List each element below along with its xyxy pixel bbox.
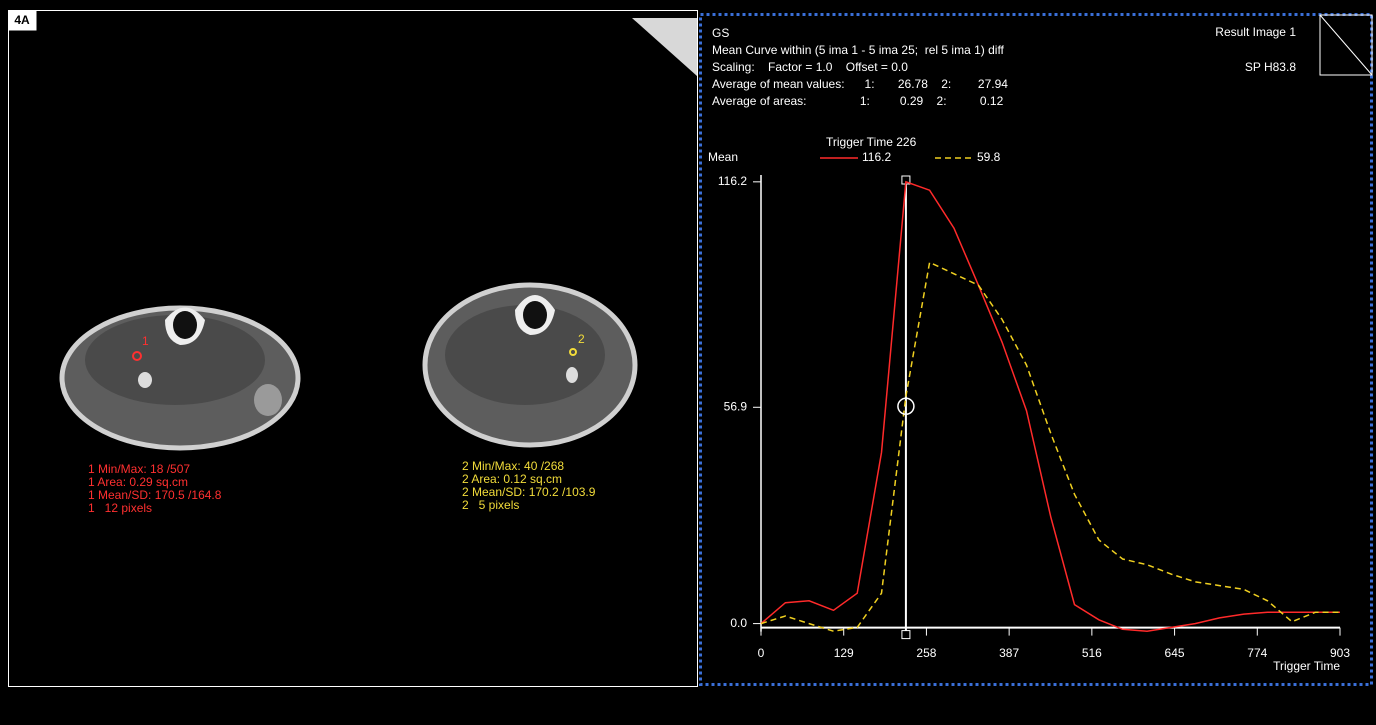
y-axis-label: Mean [708, 150, 738, 164]
cursor-label: Trigger Time 226 [826, 135, 917, 149]
x-tick-label: 258 [916, 646, 936, 660]
x-tick-label: 0 [758, 646, 765, 660]
roi-marker: 1 [142, 334, 149, 348]
stat-line: 2 5 pixels [462, 498, 519, 512]
x-tick-label: 903 [1330, 646, 1350, 660]
y-tick-label: 116.2 [718, 174, 747, 188]
cursor-handle [902, 631, 910, 639]
x-tick-label: 516 [1082, 646, 1102, 660]
mri-image [425, 285, 635, 445]
x-tick-label: 645 [1165, 646, 1185, 660]
mri-image [62, 308, 298, 449]
header-line: GS [712, 26, 729, 40]
header-line: Scaling: Factor = 1.0 Offset = 0.0 [712, 60, 908, 74]
header-line: Mean Curve within (5 ima 1 - 5 ima 25; r… [712, 43, 1005, 57]
x-tick-label: 774 [1247, 646, 1267, 660]
cursor-value: 59.8 [977, 150, 1001, 164]
stat-line: 1 Min/Max: 18 /507 [88, 462, 190, 476]
x-axis-label: Trigger Time [1273, 659, 1340, 673]
position: SP H83.8 [1245, 60, 1296, 74]
cursor-value: 116.2 [862, 150, 891, 164]
y-tick-label: 0.0 [730, 616, 747, 630]
stat-line: 1 Mean/SD: 170.5 /164.8 [88, 488, 222, 502]
header-line: Average of mean values: 1: 26.78 2: 27.9… [712, 77, 1008, 91]
panel-label: 4A [14, 13, 30, 27]
stat-line: 1 12 pixels [88, 501, 152, 515]
stat-line: 2 Mean/SD: 170.2 /103.9 [462, 485, 596, 499]
stat-line: 2 Min/Max: 40 /268 [462, 459, 564, 473]
stat-line: 2 Area: 0.12 sq.cm [462, 472, 562, 486]
x-tick-label: 387 [999, 646, 1019, 660]
header-line: Average of areas: 1: 0.29 2: 0.12 [712, 94, 1004, 108]
screen: 4A 1 2 1 Min/Max: 18 /5071 Area: 0.29 sq… [0, 0, 1376, 725]
result-image: Result Image 1 [1215, 25, 1296, 39]
x-tick-label: 129 [834, 646, 854, 660]
y-tick-label: 56.9 [724, 399, 748, 413]
stat-line: 1 Area: 0.29 sq.cm [88, 475, 188, 489]
roi-marker: 2 [578, 332, 585, 346]
